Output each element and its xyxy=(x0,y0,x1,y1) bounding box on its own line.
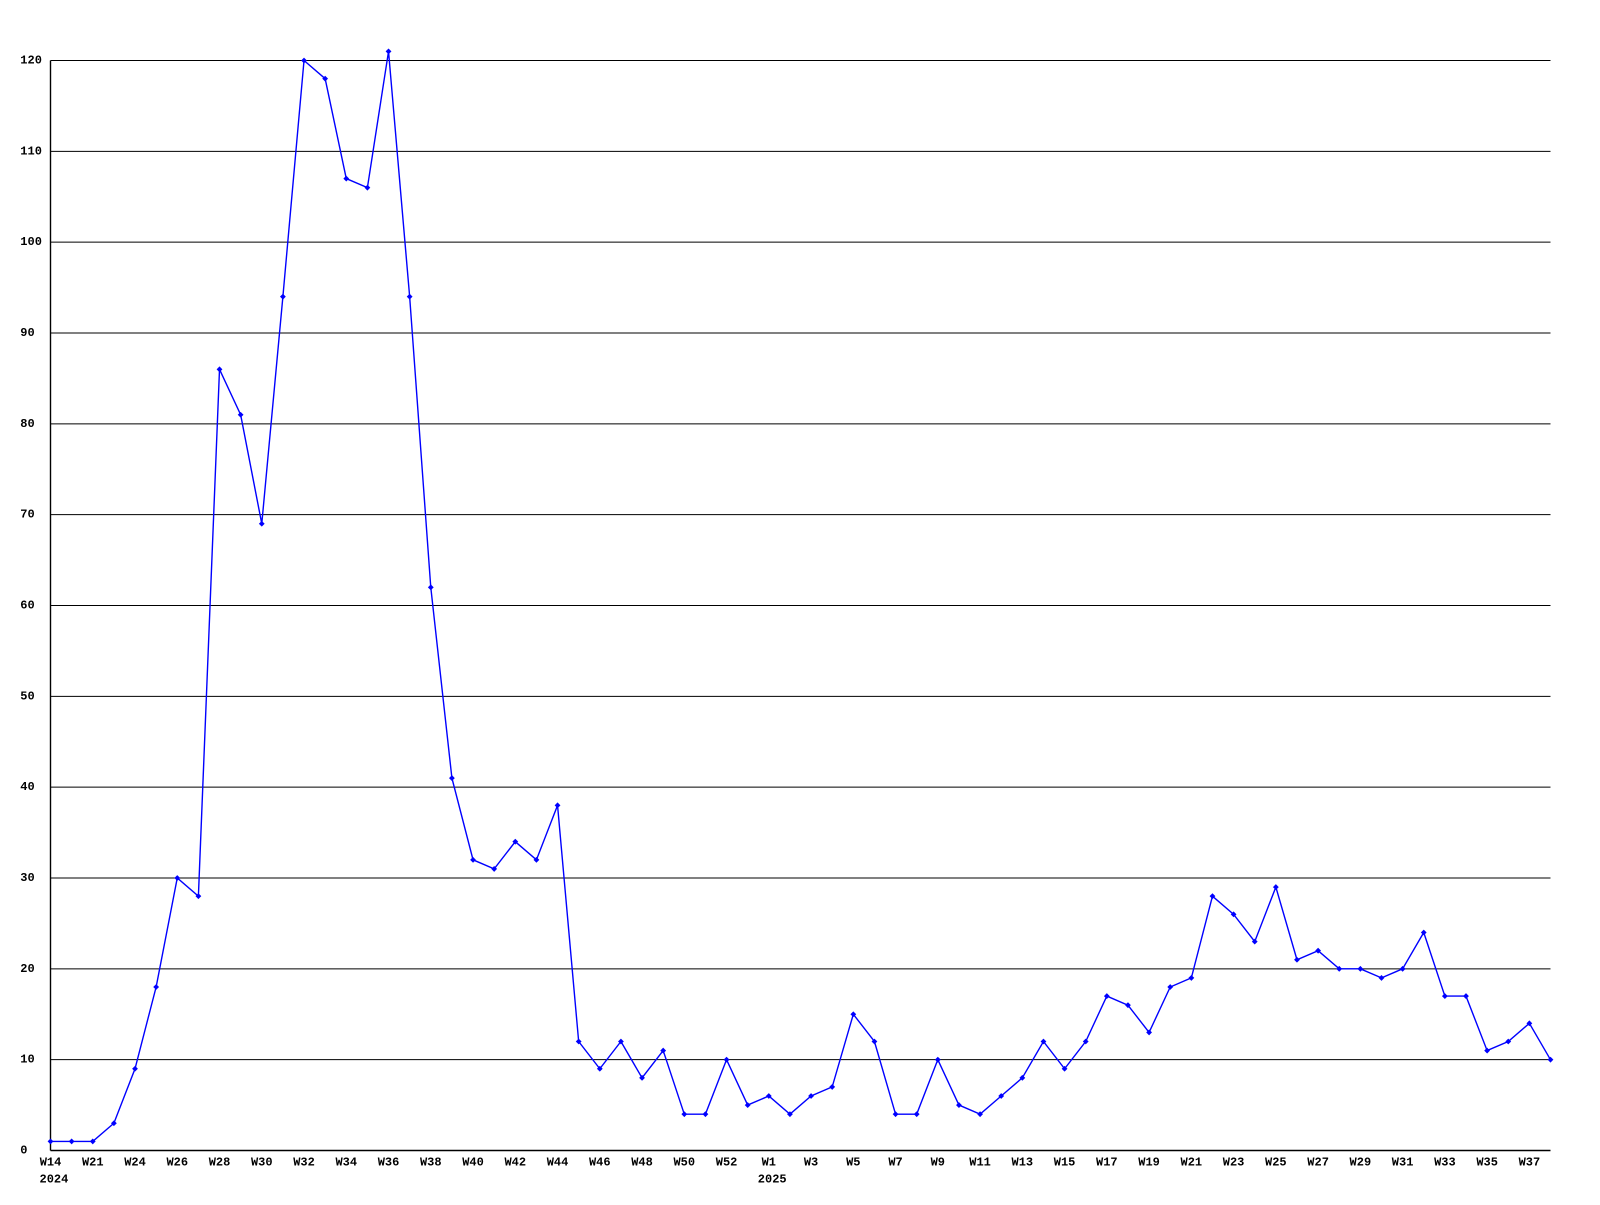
svg-text:2025: 2025 xyxy=(758,1173,787,1187)
svg-text:W26: W26 xyxy=(166,1156,188,1170)
svg-text:0: 0 xyxy=(20,1144,27,1158)
svg-text:100: 100 xyxy=(20,235,42,249)
svg-text:W29: W29 xyxy=(1350,1156,1372,1170)
svg-text:2024: 2024 xyxy=(40,1173,69,1187)
svg-text:W42: W42 xyxy=(504,1156,526,1170)
svg-text:W31: W31 xyxy=(1392,1156,1414,1170)
svg-text:110: 110 xyxy=(20,144,42,158)
svg-text:120: 120 xyxy=(20,54,42,68)
svg-text:W14: W14 xyxy=(40,1156,62,1170)
svg-text:40: 40 xyxy=(20,780,34,794)
svg-text:50: 50 xyxy=(20,689,34,703)
svg-text:W1: W1 xyxy=(762,1156,776,1170)
svg-text:W17: W17 xyxy=(1096,1156,1118,1170)
svg-text:W24: W24 xyxy=(124,1156,146,1170)
svg-text:W23: W23 xyxy=(1223,1156,1245,1170)
svg-text:70: 70 xyxy=(20,508,34,522)
svg-text:W37: W37 xyxy=(1519,1156,1541,1170)
svg-text:W50: W50 xyxy=(673,1156,695,1170)
svg-text:W52: W52 xyxy=(716,1156,738,1170)
svg-text:20: 20 xyxy=(20,962,34,976)
svg-text:W44: W44 xyxy=(547,1156,569,1170)
svg-text:60: 60 xyxy=(20,599,34,613)
svg-text:W9: W9 xyxy=(931,1156,945,1170)
svg-text:W25: W25 xyxy=(1265,1156,1287,1170)
svg-text:W15: W15 xyxy=(1054,1156,1076,1170)
svg-text:30: 30 xyxy=(20,871,34,885)
svg-text:W21: W21 xyxy=(1181,1156,1203,1170)
svg-text:10: 10 xyxy=(20,1053,34,1067)
svg-text:W5: W5 xyxy=(846,1156,860,1170)
svg-text:W13: W13 xyxy=(1012,1156,1034,1170)
svg-text:W48: W48 xyxy=(631,1156,653,1170)
svg-text:W3: W3 xyxy=(804,1156,818,1170)
svg-text:W19: W19 xyxy=(1138,1156,1160,1170)
svg-text:W32: W32 xyxy=(293,1156,315,1170)
svg-text:80: 80 xyxy=(20,417,34,431)
svg-text:W38: W38 xyxy=(420,1156,442,1170)
svg-text:W7: W7 xyxy=(888,1156,902,1170)
svg-text:W30: W30 xyxy=(251,1156,273,1170)
svg-text:W34: W34 xyxy=(335,1156,357,1170)
svg-text:W33: W33 xyxy=(1434,1156,1456,1170)
svg-text:W21: W21 xyxy=(82,1156,104,1170)
svg-text:W35: W35 xyxy=(1476,1156,1498,1170)
svg-text:W27: W27 xyxy=(1307,1156,1329,1170)
svg-text:W46: W46 xyxy=(589,1156,611,1170)
svg-text:W36: W36 xyxy=(378,1156,400,1170)
svg-text:W11: W11 xyxy=(969,1156,991,1170)
svg-text:W40: W40 xyxy=(462,1156,484,1170)
svg-text:90: 90 xyxy=(20,326,34,340)
svg-text:W28: W28 xyxy=(209,1156,231,1170)
